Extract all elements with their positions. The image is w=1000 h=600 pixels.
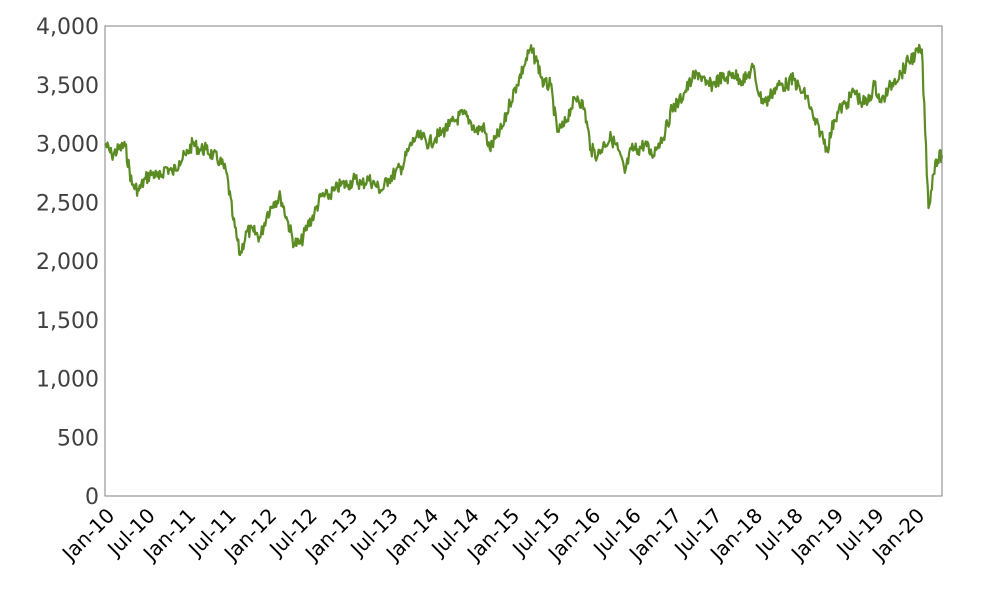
y-tick-label: 0 bbox=[85, 485, 99, 510]
y-axis-ticks: 0 500 1,000 1,500 2,000 2,500 3,000 3,500 4,000 bbox=[36, 15, 99, 510]
y-tick-label: 3,500 bbox=[36, 74, 99, 99]
x-axis-ticks: Jan-10Jul-10Jan-11Jul-11Jan-12Jul-12Jan-… bbox=[56, 503, 929, 566]
y-tick-label: 3,000 bbox=[36, 133, 99, 158]
y-tick-label: 2,500 bbox=[36, 191, 99, 216]
y-tick-label: 1,500 bbox=[36, 309, 99, 334]
plot-area-frame bbox=[104, 25, 943, 497]
y-tick-label: 4,000 bbox=[36, 15, 99, 40]
y-tick-label: 1,000 bbox=[36, 368, 99, 393]
y-tick-label: 500 bbox=[57, 426, 99, 451]
series-group bbox=[104, 43, 944, 257]
y-tick-label: 2,000 bbox=[36, 250, 99, 275]
series-line bbox=[104, 43, 944, 257]
